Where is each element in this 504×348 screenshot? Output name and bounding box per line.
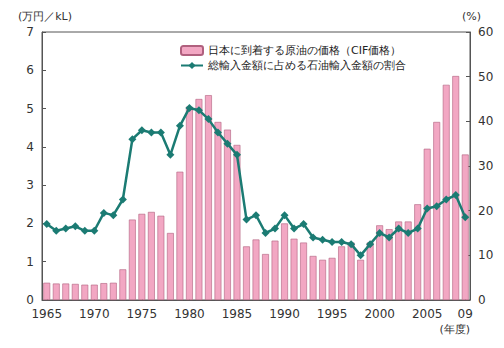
svg-text:0: 0 (478, 293, 486, 307)
svg-text:総輸入金額に占める石油輸入金額の割合: 総輸入金額に占める石油輸入金額の割合 (207, 59, 406, 72)
svg-text:1980: 1980 (174, 307, 205, 321)
svg-text:1995: 1995 (317, 307, 348, 321)
svg-text:40: 40 (478, 114, 493, 128)
svg-text:2000: 2000 (364, 307, 395, 321)
svg-text:30: 30 (478, 159, 493, 173)
svg-text:09: 09 (458, 307, 473, 321)
svg-text:日本に到着する原油の価格（CIF価格）: 日本に到着する原油の価格（CIF価格） (208, 44, 401, 57)
svg-text:(年度): (年度) (439, 323, 470, 336)
svg-text:60: 60 (478, 25, 493, 39)
svg-text:4: 4 (26, 140, 34, 154)
svg-text:1: 1 (26, 255, 34, 269)
svg-text:3: 3 (26, 178, 34, 192)
svg-text:5: 5 (26, 102, 34, 116)
svg-text:1965: 1965 (31, 307, 62, 321)
svg-text:2: 2 (26, 216, 34, 230)
svg-text:(万円／kL): (万円／kL) (18, 10, 72, 23)
svg-text:50: 50 (478, 70, 493, 84)
svg-text:1970: 1970 (79, 307, 110, 321)
svg-text:(%): (%) (462, 10, 481, 23)
svg-text:20: 20 (478, 204, 493, 218)
svg-text:0: 0 (26, 293, 34, 307)
svg-text:1990: 1990 (269, 307, 300, 321)
svg-text:2005: 2005 (412, 307, 443, 321)
svg-text:1985: 1985 (222, 307, 253, 321)
svg-text:1975: 1975 (127, 307, 158, 321)
svg-text:10: 10 (478, 248, 493, 262)
svg-text:6: 6 (26, 63, 34, 77)
svg-text:7: 7 (26, 25, 34, 39)
